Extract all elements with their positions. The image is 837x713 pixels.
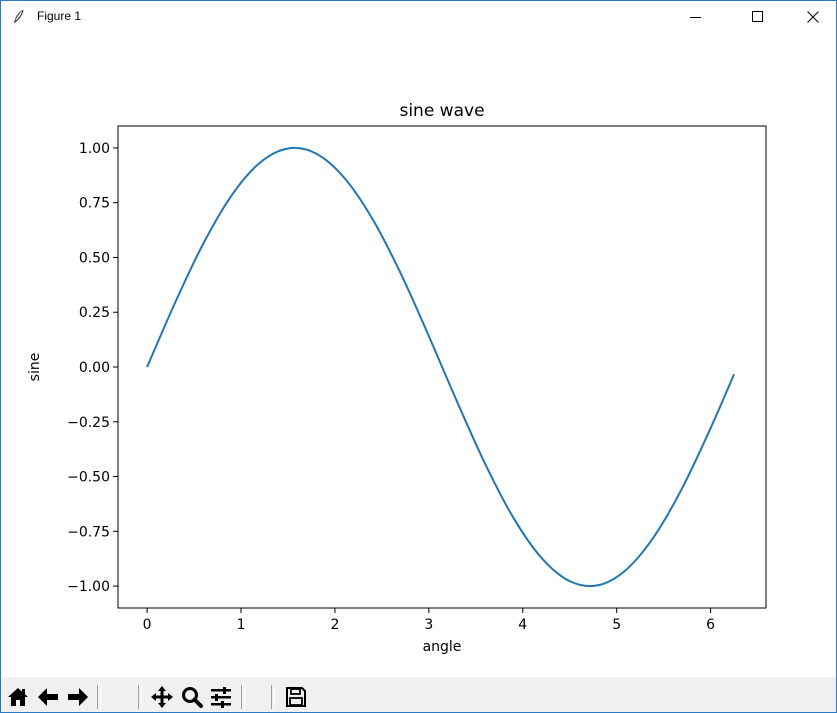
x-tick-label: 3 [424,617,433,633]
minimize-icon [690,17,701,18]
y-axis-label: sine [27,353,43,382]
y-axis: 1.00 0.75 0.50 0.25 0.00 −0.25 −0.50 −0.75 −1.00 [67,141,118,595]
maximize-icon [752,11,763,22]
feather-icon [10,8,28,26]
x-tick-label: 6 [706,617,715,633]
floppy-icon [286,687,306,707]
y-tick-label: −1.00 [67,579,110,595]
home-button[interactable] [3,681,33,712]
y-tick-label: 0.75 [79,196,110,212]
home-icon [8,688,28,706]
sliders-icon [211,687,231,708]
x-axis-label: angle [423,639,462,655]
forward-button[interactable] [63,681,93,712]
y-tick-label: 0.50 [79,250,110,266]
back-button[interactable] [33,681,63,712]
y-tick-label: −0.25 [67,415,110,431]
sine-plot[interactable]: 0 1 2 3 4 5 6 1.00 0.75 0.50 0.25 0.00 −0.25 −0.50 −0… [1,33,836,677]
x-tick-label: 0 [143,617,152,633]
y-tick-label: −0.75 [67,524,110,540]
close-button[interactable] [790,1,836,33]
zoom-button[interactable] [177,681,207,712]
y-tick-label: 0.25 [79,305,110,321]
y-tick-label: 0.00 [79,360,110,376]
toolbar-separator [241,685,245,709]
move-icon [151,686,173,708]
magnifier-icon [182,687,203,708]
title-bar[interactable]: Figure 1 [1,1,836,33]
pan-button[interactable] [147,681,177,712]
save-button[interactable] [281,681,311,712]
arrow-right-icon [68,688,88,706]
x-tick-label: 5 [612,617,621,633]
series-line [146,146,735,588]
maximize-button[interactable] [735,1,781,33]
chart-title: sine wave [399,101,484,121]
window-title: Figure 1 [37,9,82,23]
close-icon [807,11,819,23]
toolbar-separator [138,685,142,709]
y-tick-label: 1.00 [79,141,110,157]
toolbar-separator [271,685,275,709]
toolbar-separator [97,685,101,709]
minimize-button[interactable] [673,1,719,33]
x-tick-label: 2 [330,617,339,633]
x-tick-label: 1 [237,617,246,633]
x-tick-label: 4 [518,617,527,633]
navigation-toolbar [1,677,836,712]
subplots-button[interactable] [206,681,236,712]
arrow-left-icon [38,688,58,706]
y-tick-label: −0.50 [67,470,110,486]
figure-canvas[interactable]: 0 1 2 3 4 5 6 1.00 0.75 0.50 0.25 0.00 −0.25 −0.50 −0… [1,33,836,677]
x-axis: 0 1 2 3 4 5 6 [143,608,715,633]
